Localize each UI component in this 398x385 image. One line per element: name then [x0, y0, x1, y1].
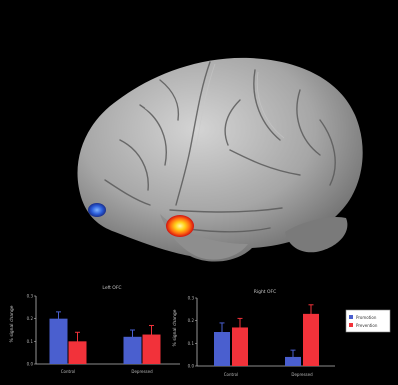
- y-tick-label: 0.3: [188, 296, 195, 301]
- chart-left-ofc: Left OFC % signal change 0.3 0.2 0.1 0.0 Co…: [9, 285, 180, 374]
- y-tick-label: 0.1: [27, 339, 34, 344]
- x-tick-label: Control: [61, 369, 75, 374]
- chart-title: Left OFC: [102, 285, 121, 291]
- legend-label: Prevention: [356, 323, 378, 328]
- y-axis-label: % signal change: [9, 305, 15, 342]
- y-tick-label: 0.0: [188, 364, 195, 369]
- x-tick-label: Depressed: [291, 372, 313, 377]
- legend: Promotion Prevention: [346, 310, 390, 332]
- legend-label: Promotion: [356, 315, 377, 320]
- legend-box: [346, 310, 390, 332]
- y-tick-label: 0.0: [27, 362, 34, 367]
- chart-title: Right OFC: [254, 289, 277, 295]
- legend-swatch-prevention: [349, 323, 353, 327]
- y-tick-label: 0.3: [27, 294, 34, 299]
- y-tick-label: 0.2: [188, 318, 195, 323]
- x-tick-label: Control: [224, 372, 238, 377]
- y-tick-label: 0.2: [27, 316, 34, 321]
- y-tick-label: 0.1: [188, 341, 195, 346]
- legend-swatch-promotion: [349, 315, 353, 319]
- chart-right-ofc: Right OFC % signal change 0.3 0.2 0.1 0.0 C…: [172, 289, 335, 377]
- y-axis-label: % signal change: [172, 309, 178, 346]
- x-tick-label: Depressed: [131, 369, 153, 374]
